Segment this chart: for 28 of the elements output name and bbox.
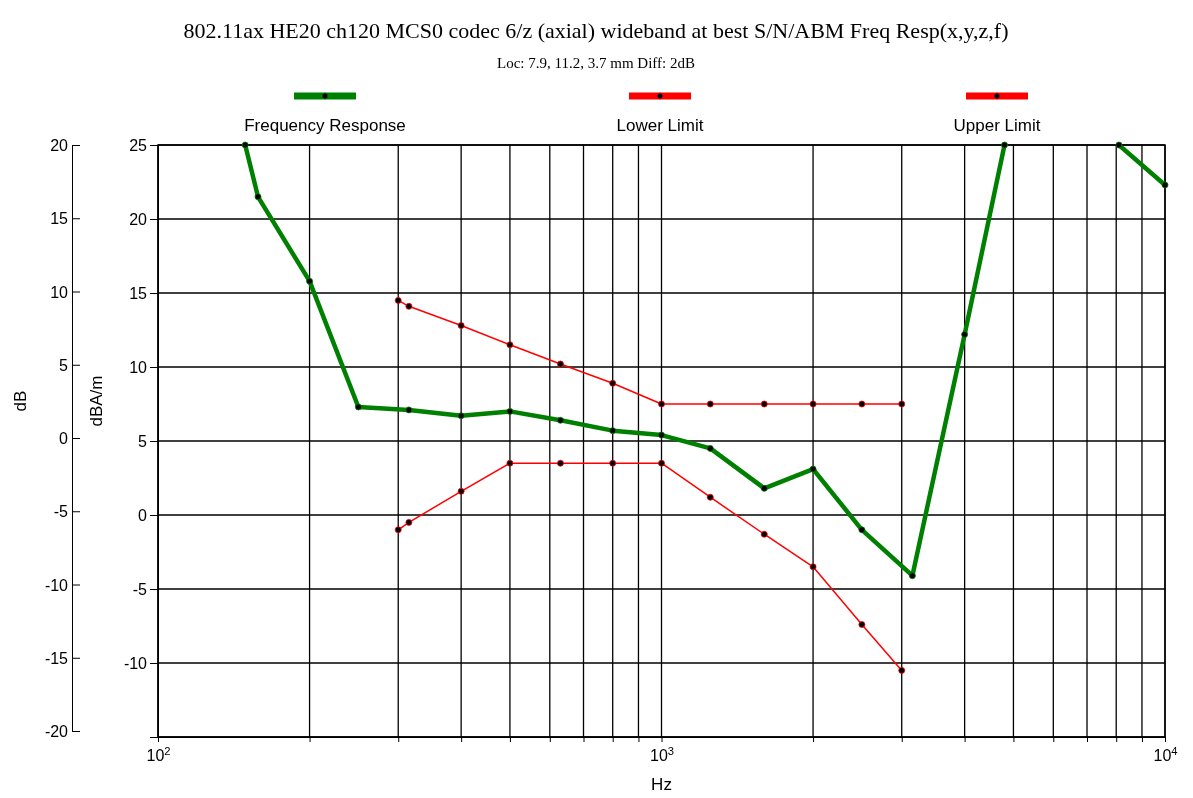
y2-tick-label: 15 [50,210,69,228]
x-tick-label: 10$^{4}$ [1153,745,1178,764]
chart-subtitle: Loc: 7.9, 11.2, 3.7 mm Diff: 2dB [497,55,695,71]
y-tick-label: 0 [138,506,148,524]
y-tick-label: 25 [129,136,148,154]
legend-label: Frequency Response [244,116,406,135]
y2-tick-label: 5 [59,356,69,374]
y-tick-label: -5 [132,580,148,598]
y2-tick-label: -5 [53,503,69,521]
y2-tick-label: 10 [50,283,69,301]
legend-label: Upper Limit [953,116,1041,135]
y2-tick-label: 0 [59,430,69,448]
y-axis-title: dBA/m [87,375,106,427]
y-tick-label: 15 [129,284,148,302]
x-axis-title: Hz [651,775,672,794]
y2-axis-title: dB [11,390,30,412]
y2-tick-label: 20 [50,137,69,155]
y2-tick-label: -15 [44,649,69,667]
y-tick-label: 10 [129,358,148,376]
y2-tick-label: -20 [44,723,69,741]
x-tick-label: 10$^{3}$ [649,745,675,764]
y-tick-label: -10 [123,654,148,672]
y-tick-label: 5 [138,432,148,450]
y-tick-label: 20 [129,210,148,228]
y2-tick-label: -10 [44,576,69,594]
x-tick-label: 10$^{2}$ [146,745,171,764]
legend-label: Lower Limit [616,116,704,135]
chart-title: 802.11ax HE20 ch120 MCS0 codec 6/z (axial) wideband at best S/N/ABM Freq Resp(x,y,z,f) [183,18,1009,43]
